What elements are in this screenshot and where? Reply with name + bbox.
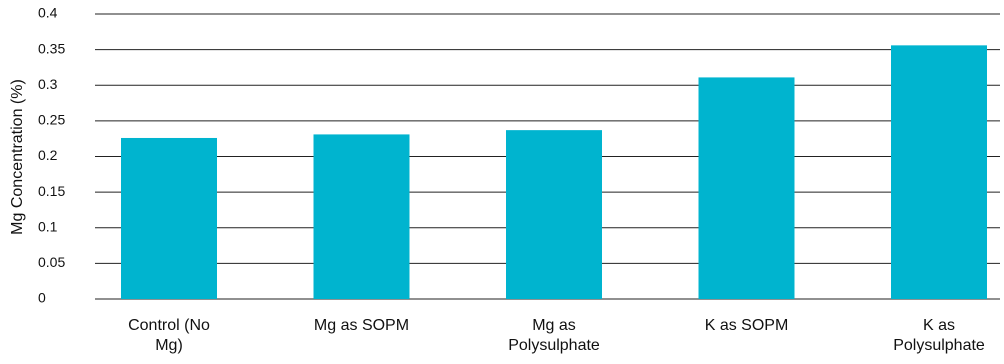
x-tick-label: K as SOPM [704,317,789,334]
y-tick-label: 0.4 [38,5,58,21]
x-tick-label: K as Polysulphate [893,317,985,354]
y-tick-label: 0 [38,290,46,306]
y-tick-label: 0.05 [38,254,65,270]
bar [313,134,410,299]
x-tick-label: Mg as Polysulphate [508,317,600,354]
bar [698,77,795,299]
y-tick-label: 0.35 [38,40,65,56]
y-tick-label: 0.25 [38,112,65,128]
y-axis-label: Mg Concentration (%) [9,79,26,235]
bar [891,45,987,299]
y-tick-label: 0.1 [38,218,58,234]
bar [121,137,217,299]
y-tick-label: 0.2 [38,147,58,163]
x-tick-label: Control (No Mg) [128,317,210,354]
y-tick-label: 0.3 [38,76,58,92]
y-tick-label: 0.15 [38,183,65,199]
x-tick-label: Mg as SOPM [313,317,410,334]
bar [506,130,602,299]
